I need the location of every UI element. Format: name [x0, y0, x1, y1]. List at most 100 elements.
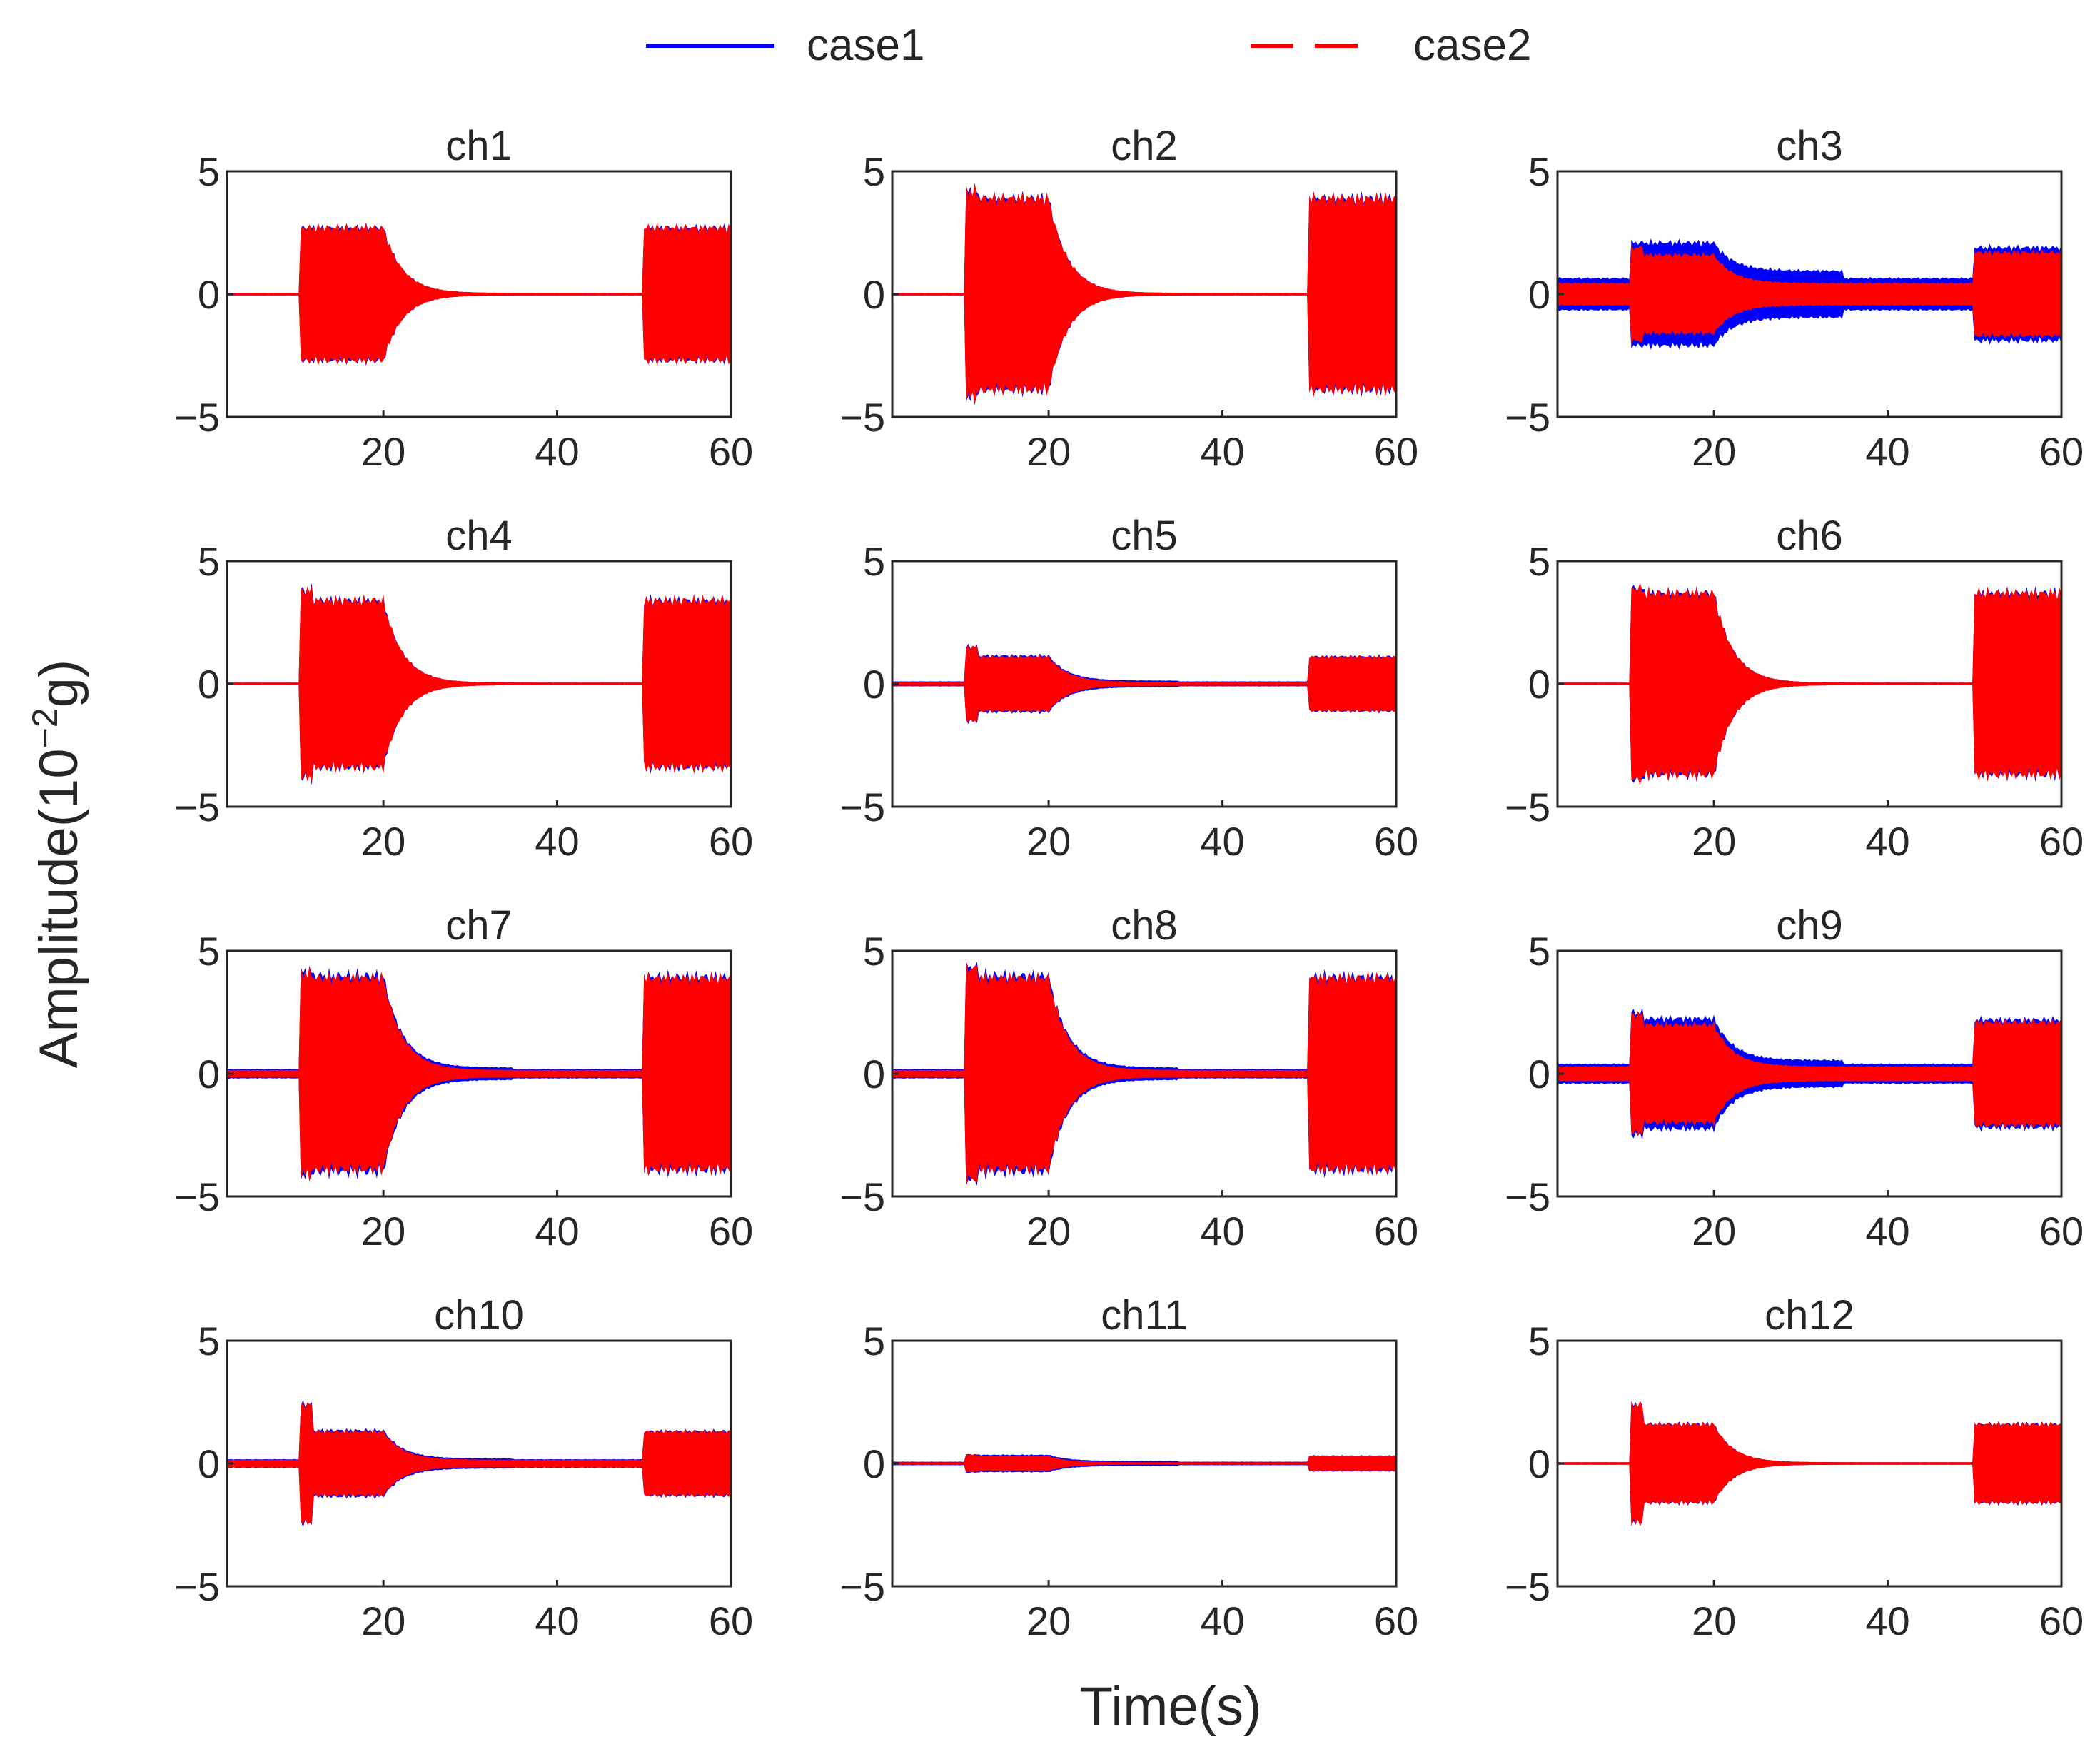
- x-tick-label: 40: [535, 429, 579, 474]
- x-tick-label: 40: [1865, 1209, 1909, 1254]
- x-tick-label: 40: [535, 1598, 579, 1643]
- y-tick-label: 5: [198, 1319, 220, 1364]
- x-tick-label: 40: [1865, 429, 1909, 474]
- legend-case2-label: case2: [1413, 21, 1531, 70]
- panel-ch3: ch3 20 40 60 5 0 −5: [1505, 123, 2084, 474]
- y-tick-label: −5: [174, 395, 220, 440]
- x-tick-label: 40: [1200, 429, 1244, 474]
- y-tick-label: 0: [1528, 1441, 1550, 1486]
- y-tick-label: 5: [1528, 929, 1550, 974]
- y-tick-label: 0: [198, 272, 220, 317]
- x-tick-label: 40: [535, 819, 579, 864]
- y-tick-label: −5: [839, 1564, 885, 1609]
- y-tick-label: 5: [863, 929, 885, 974]
- x-tick-label: 60: [709, 1598, 753, 1643]
- panel-signals: [227, 1399, 731, 1528]
- x-tick-label: 20: [361, 1598, 405, 1643]
- panel-title: ch7: [445, 902, 513, 949]
- panel-ch11: ch11 20 40 60 5 0 −5: [839, 1292, 1418, 1643]
- y-tick-label: −5: [839, 395, 885, 440]
- x-tick-label: 20: [1692, 429, 1736, 474]
- y-tick-label: 5: [1528, 539, 1550, 584]
- x-tick-label: 40: [1200, 819, 1244, 864]
- x-tick-label: 60: [1374, 429, 1418, 474]
- y-tick-label: 0: [1528, 662, 1550, 707]
- panel-signals: [227, 222, 731, 366]
- y-tick-label: −5: [1505, 785, 1550, 830]
- panel-signals: [892, 1453, 1396, 1473]
- panel-title: ch5: [1111, 513, 1178, 559]
- x-tick-label: 20: [1026, 819, 1071, 864]
- y-tick-label: −5: [1505, 1174, 1550, 1219]
- y-tick-label: −5: [174, 1174, 220, 1219]
- x-tick-label: 60: [709, 1209, 753, 1254]
- panel-title: ch10: [434, 1292, 524, 1339]
- x-tick-label: 60: [1374, 1598, 1418, 1643]
- y-tick-label: 0: [863, 1052, 885, 1097]
- y-tick-label: −5: [174, 1564, 220, 1609]
- y-tick-label: −5: [1505, 395, 1550, 440]
- x-tick-label: 20: [361, 429, 405, 474]
- y-tick-label: −5: [839, 1174, 885, 1219]
- panel-title: ch2: [1111, 123, 1178, 169]
- y-tick-label: 0: [198, 1052, 220, 1097]
- panel-ch10: ch10 20 40 60 5 0 −5: [174, 1292, 753, 1643]
- y-tick-label: 5: [198, 929, 220, 974]
- legend-case1-label: case1: [807, 21, 924, 70]
- y-axis-title-unit: g): [29, 660, 89, 708]
- panel-signals: [892, 643, 1396, 725]
- y-tick-label: 5: [1528, 149, 1550, 194]
- y-axis-title-exponent: −2: [25, 707, 65, 748]
- panel-ch8: ch8 20 40 60 5 0 −5: [839, 902, 1418, 1254]
- x-tick-label: 60: [709, 429, 753, 474]
- panel-signals: [1558, 238, 2061, 350]
- x-tick-label: 40: [1200, 1209, 1244, 1254]
- panel-ch9: ch9 20 40 60 5 0 −5: [1505, 902, 2084, 1254]
- y-tick-label: 0: [198, 1441, 220, 1486]
- x-tick-label: 60: [2039, 1598, 2084, 1643]
- panel-ch1: ch1 20 40 60 5 0 −5: [174, 123, 753, 474]
- panel-signals: [892, 960, 1396, 1187]
- x-tick-label: 60: [2039, 1209, 2084, 1254]
- panel-title: ch12: [1765, 1292, 1854, 1339]
- y-tick-label: 5: [863, 1319, 885, 1364]
- x-tick-label: 20: [1026, 1209, 1071, 1254]
- panel-title: ch11: [1101, 1292, 1187, 1339]
- panel-title: ch4: [445, 513, 513, 559]
- y-tick-label: 0: [863, 1441, 885, 1486]
- x-tick-label: 20: [1692, 1598, 1736, 1643]
- x-axis-title: Time(s): [1080, 1676, 1262, 1737]
- x-tick-label: 40: [535, 1209, 579, 1254]
- panel-ch12: ch12 20 40 60 5 0 −5: [1505, 1292, 2084, 1643]
- panel-signals: [1558, 1400, 2061, 1527]
- panel-signals: [1558, 582, 2061, 786]
- x-tick-label: 60: [2039, 429, 2084, 474]
- legend: case1 case2: [646, 21, 1531, 70]
- x-tick-label: 20: [361, 1209, 405, 1254]
- panel-title: ch8: [1111, 902, 1178, 949]
- y-tick-label: 5: [863, 149, 885, 194]
- panel-title: ch1: [445, 123, 513, 169]
- y-tick-label: −5: [1505, 1564, 1550, 1609]
- x-tick-label: 60: [709, 819, 753, 864]
- x-tick-label: 20: [1692, 1209, 1736, 1254]
- y-axis-title-base: Amplitude(10: [29, 748, 89, 1068]
- y-tick-label: 5: [863, 539, 885, 584]
- panel-title: ch9: [1776, 902, 1843, 949]
- y-tick-label: −5: [174, 785, 220, 830]
- y-tick-label: 0: [863, 272, 885, 317]
- y-tick-label: −5: [839, 785, 885, 830]
- x-tick-label: 20: [1026, 1598, 1071, 1643]
- panel-signals: [1558, 1007, 2061, 1140]
- panel-signals: [227, 583, 731, 785]
- y-axis-title: Amplitude(10−2g): [25, 660, 89, 1068]
- y-tick-label: 0: [1528, 1052, 1550, 1097]
- y-tick-label: 5: [198, 149, 220, 194]
- x-tick-label: 60: [1374, 819, 1418, 864]
- panel-ch4: ch4 20 40 60 5 0 −5: [174, 513, 753, 864]
- panel-signals: [892, 183, 1396, 405]
- y-tick-label: 0: [863, 662, 885, 707]
- panel-ch2: ch2 20 40 60 5 0 −5: [839, 123, 1418, 474]
